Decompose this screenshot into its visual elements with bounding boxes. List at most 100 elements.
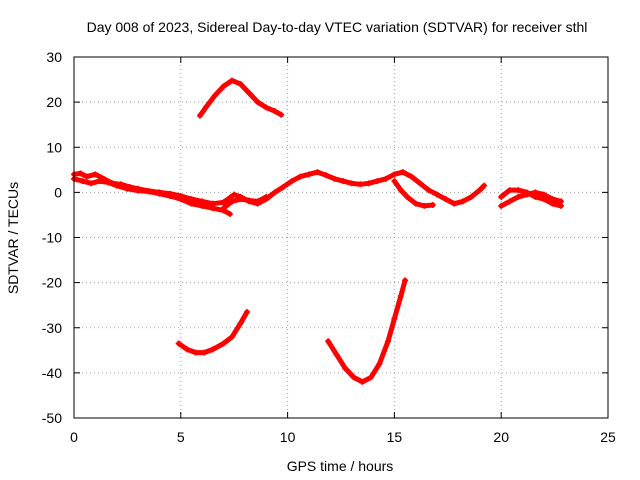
data-point — [391, 178, 398, 185]
data-point — [188, 200, 195, 207]
data-point — [199, 202, 206, 209]
data-point — [263, 193, 270, 200]
data-point — [540, 196, 547, 203]
data-point — [434, 191, 441, 198]
data-point — [314, 169, 321, 176]
series-arc-main-b — [71, 175, 233, 218]
data-point — [77, 170, 84, 177]
x-tick-label: 5 — [177, 429, 185, 445]
data-point — [340, 178, 347, 185]
data-point — [237, 81, 244, 88]
data-point — [220, 199, 227, 206]
data-point — [220, 83, 227, 90]
data-point — [374, 178, 381, 185]
data-point — [325, 338, 332, 345]
y-tick-label: -50 — [42, 410, 62, 426]
data-point — [442, 196, 449, 203]
data-point — [209, 346, 216, 353]
data-point — [156, 190, 163, 197]
data-point — [515, 187, 522, 194]
chart-title: Day 008 of 2023, Sidereal Day-to-day VTE… — [87, 19, 588, 35]
data-point — [297, 173, 304, 180]
data-point — [263, 104, 270, 111]
data-point — [209, 205, 216, 212]
data-point — [429, 202, 436, 209]
data-point — [391, 171, 398, 178]
data-point — [203, 103, 210, 110]
data-point — [305, 171, 312, 178]
y-tick-label: -40 — [42, 365, 62, 381]
series-layer — [71, 77, 565, 385]
data-point — [184, 346, 191, 353]
data-point — [88, 180, 95, 187]
data-point — [425, 187, 432, 194]
data-point — [83, 173, 90, 180]
data-point — [167, 192, 174, 199]
x-tick-label: 15 — [387, 429, 403, 445]
series-trace — [391, 178, 436, 209]
ticks — [73, 56, 609, 419]
data-point — [175, 340, 182, 347]
data-point — [451, 200, 458, 207]
data-point — [384, 338, 391, 345]
data-point — [532, 193, 539, 200]
x-tick-label: 10 — [280, 429, 296, 445]
series-arc-main-c — [220, 193, 270, 212]
series-arc-lower-b — [325, 277, 409, 385]
data-point — [399, 169, 406, 176]
data-point — [417, 180, 424, 187]
data-point — [96, 178, 103, 185]
data-point — [331, 175, 338, 182]
data-point — [506, 187, 513, 194]
x-axis-title: GPS time / hours — [287, 458, 394, 474]
data-point — [280, 183, 287, 190]
data-point — [288, 178, 295, 185]
data-point — [237, 196, 244, 203]
data-point — [350, 374, 357, 381]
data-point — [177, 196, 184, 203]
data-point — [246, 90, 253, 97]
data-point — [476, 187, 483, 194]
data-point — [391, 315, 398, 322]
series-arc-upper — [197, 77, 285, 119]
grid — [74, 57, 608, 418]
data-point — [342, 365, 349, 372]
y-tick-label: -20 — [42, 275, 62, 291]
data-point — [367, 374, 374, 381]
series-trace — [325, 277, 408, 385]
data-point — [201, 349, 208, 356]
y-tick-label: 10 — [46, 139, 62, 155]
data-point — [549, 200, 556, 207]
data-point — [220, 205, 227, 212]
data-point — [92, 171, 99, 178]
y-tick-label: 30 — [46, 49, 62, 65]
data-point — [402, 277, 409, 284]
data-point — [254, 198, 261, 205]
data-point — [397, 187, 404, 194]
tick-labels: 0 5 10 15 20 25 -50 -40 -30 -20 -10 0 10 20 30 — [42, 49, 616, 445]
data-point — [404, 193, 411, 200]
data-point — [468, 193, 475, 200]
data-point — [506, 198, 513, 205]
data-point — [271, 108, 278, 115]
data-point — [135, 187, 142, 194]
data-point — [481, 182, 488, 189]
series-arc-main-d — [391, 178, 436, 209]
data-point — [229, 333, 236, 340]
data-point — [498, 202, 505, 209]
data-point — [124, 185, 131, 192]
data-point — [408, 173, 415, 180]
data-point — [348, 180, 355, 187]
data-point — [421, 202, 428, 209]
data-point — [254, 99, 261, 106]
y-tick-label: 0 — [54, 184, 62, 200]
data-point — [229, 77, 236, 84]
data-point — [459, 198, 466, 205]
data-point — [376, 360, 383, 367]
data-point — [558, 202, 565, 209]
data-point — [79, 178, 86, 185]
data-point — [278, 111, 285, 118]
series-trace — [71, 176, 233, 217]
data-point — [412, 200, 419, 207]
